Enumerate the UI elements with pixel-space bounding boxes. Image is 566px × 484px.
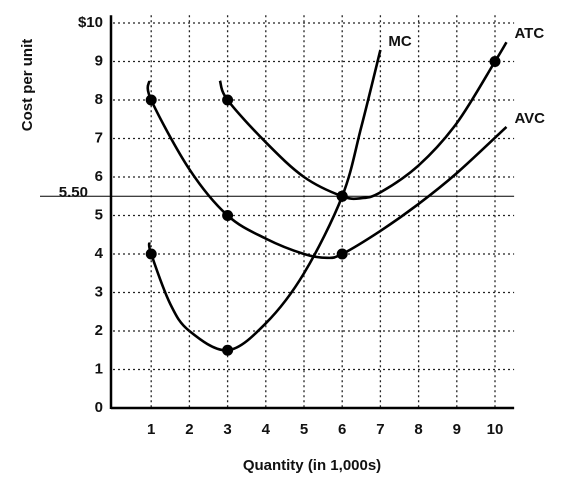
- x-tick-label: 8: [414, 421, 422, 438]
- series-label: ATC: [514, 25, 544, 42]
- point: [222, 210, 234, 221]
- y-tick-label: 7: [95, 129, 103, 146]
- y-tick-label: 8: [95, 91, 103, 108]
- series-label: MC: [388, 33, 411, 50]
- y-tick-label: 4: [95, 245, 104, 262]
- point: [336, 248, 348, 260]
- point: [222, 344, 234, 356]
- curve: [147, 49, 382, 352]
- y-tick-label: 6: [95, 168, 103, 185]
- x-tick-label: 7: [376, 421, 384, 438]
- y-tick-label: 3: [95, 283, 103, 300]
- curve: [218, 41, 508, 201]
- y-tick-label: 5: [95, 206, 103, 223]
- y-tick-label: 0: [95, 399, 103, 416]
- reference-label: 5.50: [59, 184, 88, 201]
- point: [222, 94, 234, 106]
- y-tick-label: 2: [95, 322, 103, 339]
- y-tick-label: $10: [78, 14, 103, 31]
- x-tick-label: 6: [338, 421, 346, 438]
- x-tick-label: 4: [262, 421, 271, 438]
- x-tick-label: 5: [300, 421, 308, 438]
- x-axis-label: Quantity (in 1,000s): [243, 457, 381, 474]
- curve: [146, 80, 508, 260]
- x-tick-label: 1: [147, 421, 155, 438]
- y-axis-label: Cost per unit: [19, 39, 36, 132]
- x-tick-label: 9: [453, 421, 461, 438]
- x-tick-label: 2: [185, 421, 193, 438]
- y-tick-label: 1: [95, 360, 103, 377]
- point: [145, 94, 157, 106]
- series-label: AVC: [514, 110, 545, 127]
- point: [336, 190, 348, 202]
- point: [489, 56, 501, 67]
- x-tick-label: 3: [223, 421, 231, 438]
- point: [145, 248, 157, 260]
- y-tick-label: 9: [95, 52, 103, 69]
- x-tick-label: 10: [487, 421, 504, 438]
